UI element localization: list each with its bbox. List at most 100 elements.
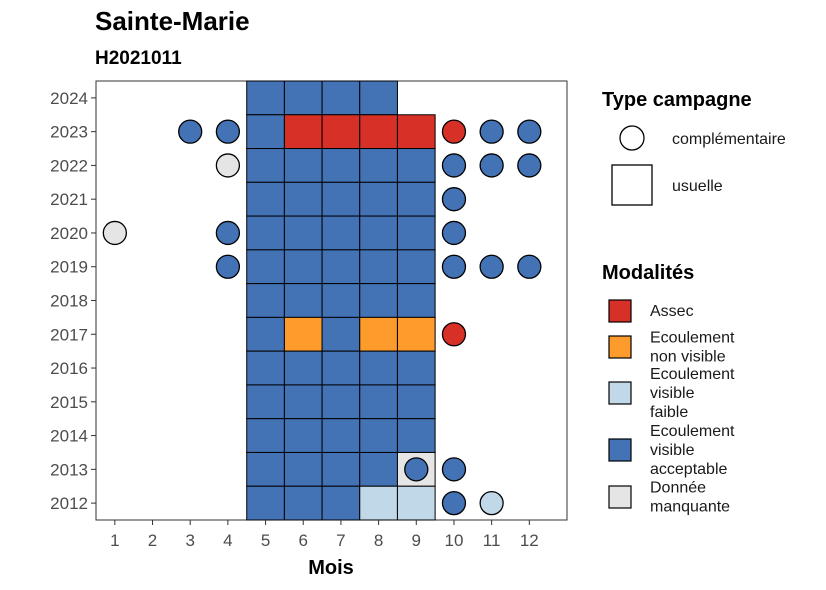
tile-2014-8	[359, 418, 398, 453]
point-2013-9	[404, 457, 429, 482]
tile-2023-8	[359, 114, 398, 150]
x-tick-label: 11	[483, 531, 501, 550]
point-2020-10	[441, 220, 467, 246]
tile-2013-5	[246, 451, 285, 487]
tile-2018-5	[246, 283, 285, 318]
tile-2020-7	[321, 215, 361, 251]
tile-2019-5	[246, 249, 285, 285]
tile-2024-5	[246, 80, 285, 116]
point-2012-10	[441, 490, 467, 516]
y-tick-label: 2017	[50, 325, 88, 344]
tile-2014-7	[321, 418, 361, 453]
tile-2023-6	[283, 114, 323, 150]
tile-2024-8	[359, 80, 398, 116]
tile-2021-9	[396, 181, 436, 217]
point-2022-12	[517, 153, 542, 178]
y-tick-label: 2013	[50, 460, 88, 479]
tile-2024-7	[321, 80, 361, 116]
legend-circle-key	[619, 125, 645, 151]
y-tick-label: 2018	[50, 292, 88, 311]
point-2017-10	[441, 322, 467, 347]
y-tick-label: 2024	[50, 89, 88, 108]
legend-key-donnee_manquante	[608, 485, 632, 509]
point-2022-4	[215, 153, 241, 178]
x-tick-label: 2	[148, 531, 157, 550]
tile-2022-5	[246, 148, 285, 183]
y-tick-label: 2023	[50, 123, 88, 142]
legend-label-ecoulement_visible_acceptable: visible	[650, 442, 695, 459]
point-2023-4	[215, 119, 241, 144]
tile-2018-7	[321, 283, 361, 318]
legend-label-ecoulement_visible_faible: Ecoulement	[650, 366, 735, 383]
tile-2015-5	[246, 384, 285, 420]
legend-key-ecoulement_non_visible	[608, 335, 632, 359]
tile-2018-8	[359, 283, 398, 318]
tile-2016-9	[396, 350, 436, 386]
y-tick-label: 2014	[50, 427, 88, 446]
tile-2020-9	[396, 215, 436, 251]
tile-2023-9	[396, 114, 436, 150]
legend-label-assec: Assec	[650, 303, 694, 320]
x-tick-label: 10	[444, 531, 463, 550]
tile-2012-9	[396, 485, 436, 521]
y-tick-label: 2015	[50, 393, 88, 412]
tile-2022-6	[283, 148, 323, 183]
legend-label-ecoulement_non_visible: Ecoulement	[650, 330, 735, 347]
chart-title: Sainte-Marie	[95, 6, 250, 36]
tile-2024-6	[283, 80, 323, 116]
point-2019-4	[215, 254, 241, 279]
point-2012-11	[479, 490, 504, 516]
legend: Type campagne Modalités complémentaire us…	[602, 89, 786, 516]
point-2013-10	[441, 457, 467, 482]
x-tick-label: 7	[336, 531, 345, 550]
legend-type-label: complémentaire	[672, 131, 786, 148]
y-axis: 2012 2013 2014 2015 2016 2017 2018 2019 2020 2021…	[50, 89, 96, 513]
point-2023-10	[441, 119, 467, 144]
legend-type-title: Type campagne	[602, 89, 752, 111]
y-tick-label: 2019	[50, 258, 88, 277]
tile-2013-8	[359, 451, 398, 487]
y-tick-label: 2021	[50, 190, 88, 209]
x-tick-label: 4	[223, 531, 232, 550]
x-tick-label: 1	[110, 531, 119, 550]
tile-2019-6	[283, 249, 323, 285]
tile-2015-8	[359, 384, 398, 420]
data-marks	[102, 80, 542, 521]
legend-modalite-title: Modalités	[602, 262, 694, 284]
tile-2019-9	[396, 249, 436, 285]
tile-2023-5	[246, 114, 285, 150]
point-2023-3	[178, 119, 203, 144]
tile-2020-8	[359, 215, 398, 251]
tile-2015-9	[396, 384, 436, 420]
legend-label-ecoulement_non_visible: non visible	[650, 349, 726, 366]
tile-2012-7	[321, 485, 361, 521]
tile-2021-7	[321, 181, 361, 217]
x-axis-title: Mois	[308, 557, 354, 579]
x-tick-label: 9	[412, 531, 421, 550]
point-2020-4	[215, 220, 241, 246]
y-tick-label: 2016	[50, 359, 88, 378]
legend-key-assec	[608, 299, 632, 323]
point-2022-10	[441, 153, 467, 178]
tile-2017-7	[321, 316, 361, 352]
tile-2016-6	[283, 350, 323, 386]
x-tick-label: 3	[185, 531, 194, 550]
tile-2012-6	[283, 485, 323, 521]
tile-2021-8	[359, 181, 398, 217]
tile-2022-8	[359, 148, 398, 183]
legend-label-ecoulement_visible_acceptable: acceptable	[650, 461, 727, 478]
tile-2017-6	[283, 316, 323, 352]
x-tick-label: 8	[374, 531, 383, 550]
y-tick-label: 2022	[50, 156, 88, 175]
legend-label-donnee_manquante: Donnée	[650, 480, 706, 497]
tile-2013-7	[321, 451, 361, 487]
tile-2014-6	[283, 418, 323, 453]
tile-2012-8	[359, 485, 398, 521]
legend-type-label: usuelle	[672, 178, 723, 195]
tile-2013-6	[283, 451, 323, 487]
tile-2020-6	[283, 215, 323, 251]
tile-2014-5	[246, 418, 285, 453]
point-2019-12	[517, 254, 542, 279]
tile-2012-5	[246, 485, 285, 521]
